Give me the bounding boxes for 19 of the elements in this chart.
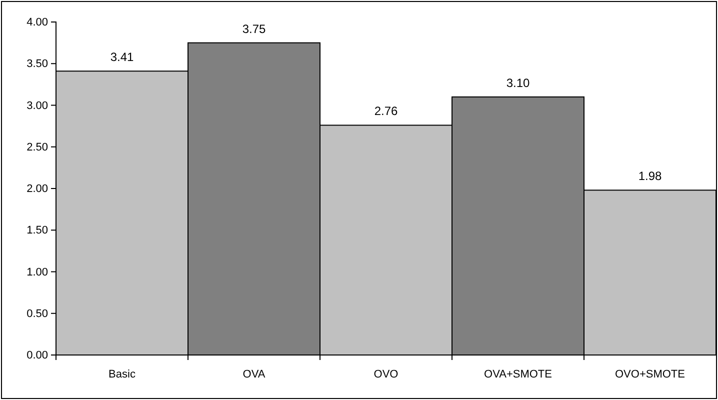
data-label: 3.75 [242, 22, 266, 36]
y-tick-label: 3.00 [26, 100, 48, 112]
x-tick-label: OVO [374, 368, 399, 380]
y-tick-label: 2.50 [26, 141, 48, 154]
y-tick-label: 1.00 [26, 266, 48, 278]
y-tick-label: 1.50 [26, 224, 48, 237]
data-label: 2.76 [374, 104, 398, 118]
y-tick-label: 0.00 [26, 350, 48, 362]
x-tick-label: OVA+SMOTE [484, 368, 552, 380]
data-label: 3.41 [110, 50, 134, 64]
data-label: 1.98 [638, 169, 662, 184]
x-tick-label: OVA [242, 368, 266, 380]
x-tick-label: Basic [108, 368, 136, 380]
y-tick-label: 3.50 [26, 58, 48, 70]
data-label: 3.10 [506, 76, 530, 90]
y-tick-label: 4.00 [26, 16, 48, 29]
x-tick-label: OVO+SMOTE [615, 368, 685, 380]
y-tick-label: 0.50 [26, 308, 48, 320]
y-tick-label: 2.00 [26, 183, 48, 196]
